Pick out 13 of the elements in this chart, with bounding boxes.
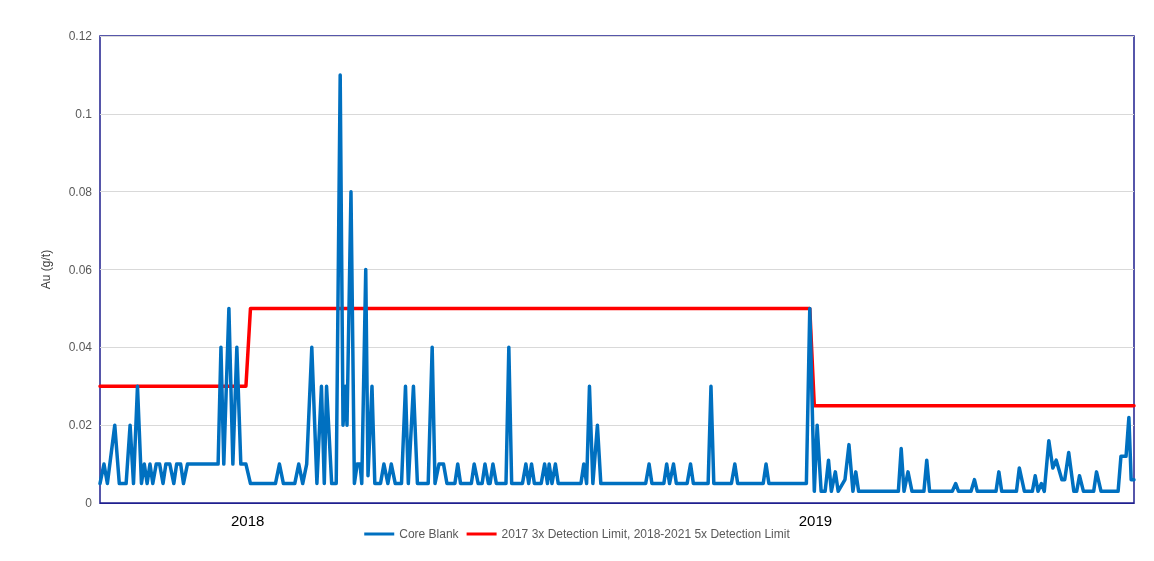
y-tick-label: 0.04 <box>68 340 93 355</box>
line-series <box>98 73 1136 494</box>
y-tick-label: 0.02 <box>68 418 93 433</box>
legend-label: 2017 3x Detection Limit, 2018-2021 5x Detection Limit <box>501 527 791 541</box>
x-tick-label: 2019 <box>798 512 833 529</box>
y-tick-label: 0.08 <box>68 184 93 199</box>
y-axis-title: Au (g/t) <box>39 249 53 290</box>
y-tick-label: 0 <box>85 496 93 510</box>
y-tick-label: 0.1 <box>75 106 93 121</box>
y-tick-label: 0.06 <box>68 262 93 277</box>
legend-label: Core Blank <box>399 527 460 541</box>
x-tick-label: 2018 <box>230 512 265 529</box>
y-tick-label: 0.12 <box>68 29 93 43</box>
